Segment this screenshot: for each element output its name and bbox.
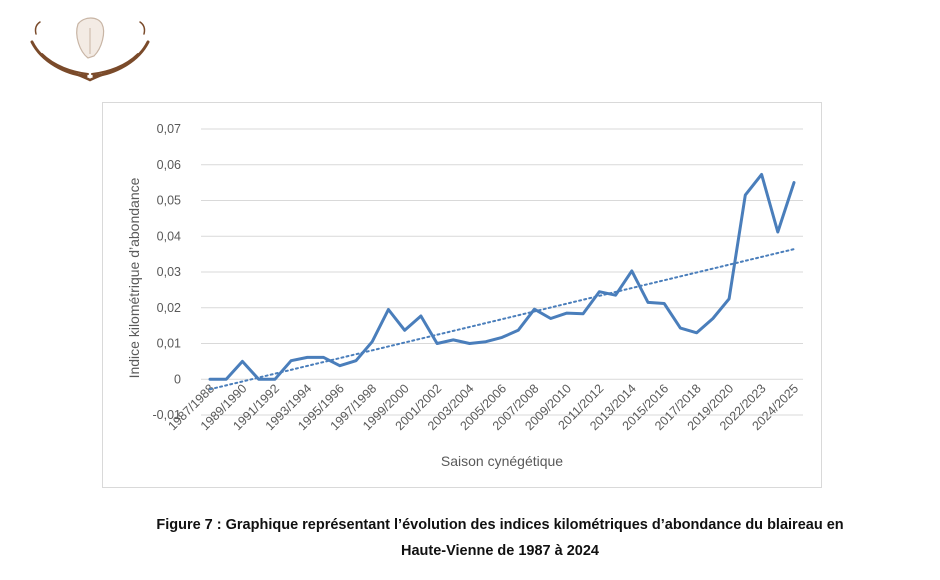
trendline <box>209 248 795 391</box>
y-tick-label: 0 <box>174 372 181 386</box>
y-tick-label: 0,05 <box>157 194 181 208</box>
series-line <box>208 172 796 381</box>
badger-logo-icon <box>30 17 150 82</box>
y-axis-title: Indice kilométrique d’abondance <box>126 177 142 378</box>
y-tick-label: 0,02 <box>157 301 181 315</box>
caption-line-1: Figure 7 : Graphique représentant l’évol… <box>156 517 844 533</box>
chart-frame: -0,01 0 0,01 0,02 0,03 0,04 0,05 0,06 0,07 1987/… <box>102 102 822 488</box>
caption-line-2: Haute-Vienne de 1987 à 2024 <box>400 543 599 559</box>
y-tick-label: 0,01 <box>157 337 181 351</box>
y-tick-label: 0,07 <box>157 122 181 136</box>
y-tick-label: 0,06 <box>157 158 181 172</box>
y-tick-label: 0,03 <box>157 265 181 279</box>
x-axis-title: Saison cynégétique <box>441 453 563 469</box>
y-tick-label: 0,04 <box>157 229 181 243</box>
y-tick-label: -0,01 <box>153 408 182 422</box>
figure-caption: Figure 7 : Graphique représentant l’évol… <box>110 512 890 564</box>
